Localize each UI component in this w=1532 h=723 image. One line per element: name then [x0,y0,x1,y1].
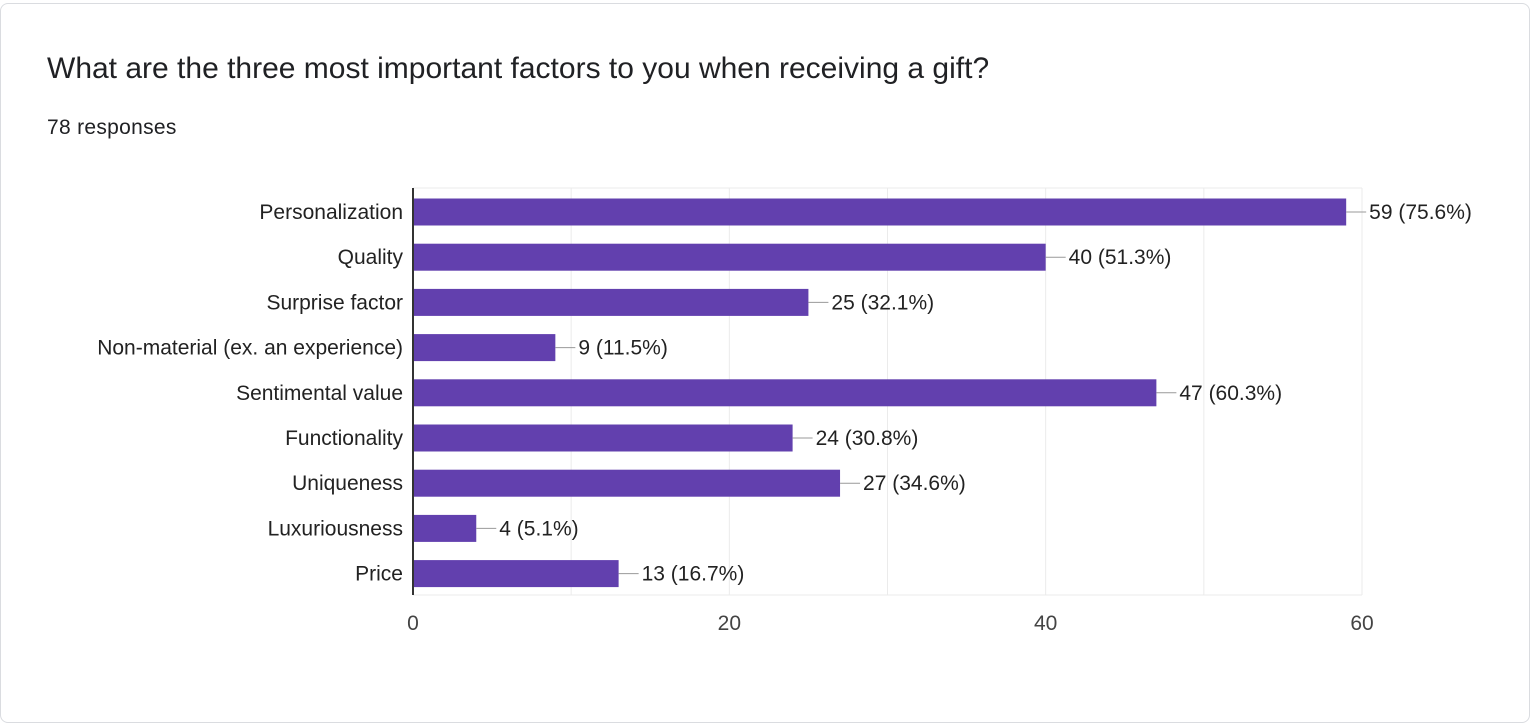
bar [413,198,1347,226]
response-count: 78 responses [47,116,177,139]
value-label: 24 (30.8%) [816,427,919,450]
value-label: 4 (5.1%) [499,517,578,540]
bar-layer [413,198,1347,588]
bar [413,469,841,497]
value-label: 25 (32.1%) [831,291,934,314]
bar [413,288,809,316]
bar [413,560,619,588]
category-label: Surprise factor [266,291,403,314]
category-label: Uniqueness [292,472,403,495]
category-label: Price [355,563,403,586]
value-label: 59 (75.6%) [1369,201,1472,224]
value-label: 47 (60.3%) [1179,382,1282,405]
bar [413,379,1157,407]
category-label: Luxuriousness [268,517,403,540]
label-layer: 0 20 40 60 Personalization 59 (75.6%) Quality 4… [97,201,1472,635]
category-label: Non-material (ex. an experience) [97,337,403,360]
value-label: 13 (16.7%) [642,563,745,586]
bar [413,424,793,452]
x-tick-label: 20 [718,612,741,635]
bar [413,334,556,362]
x-tick-label: 40 [1034,612,1057,635]
bar [413,514,477,542]
x-tick-label: 0 [407,612,419,635]
bar [413,243,1046,271]
value-label: 9 (11.5%) [578,337,668,360]
question-title: What are the three most important factor… [47,52,990,85]
value-label: 27 (34.6%) [863,472,966,495]
x-tick-label: 60 [1350,612,1373,635]
question-card: What are the three most important factor… [0,3,1530,723]
category-label: Personalization [259,201,403,224]
category-label: Sentimental value [236,382,403,405]
category-label: Functionality [285,427,403,450]
value-label: 40 (51.3%) [1069,246,1172,269]
category-label: Quality [338,246,404,269]
